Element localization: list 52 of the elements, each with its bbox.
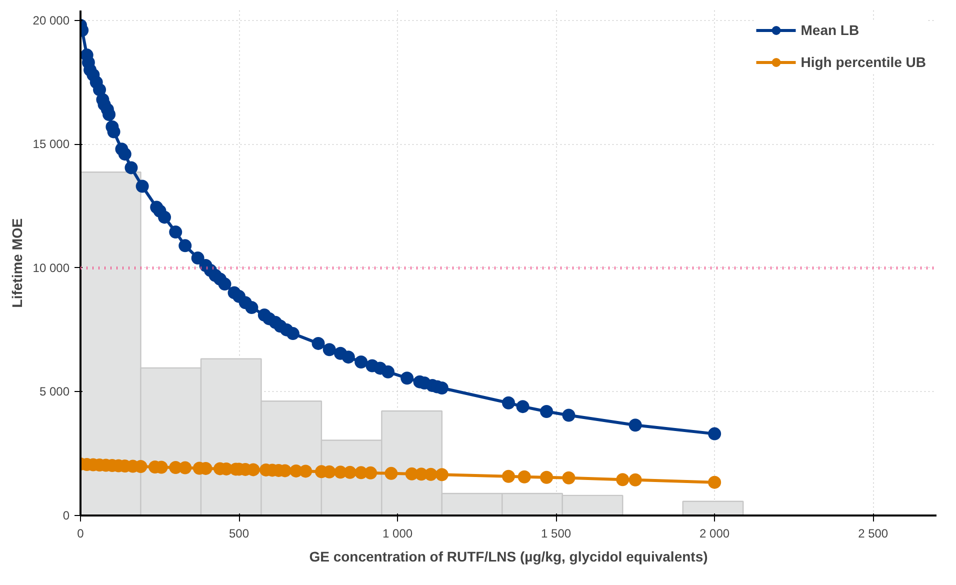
point — [502, 396, 515, 410]
point — [178, 461, 192, 474]
point — [424, 468, 438, 481]
point — [540, 405, 554, 418]
point — [93, 83, 106, 96]
point — [312, 336, 325, 350]
legend-label: High percentile UB — [800, 54, 926, 70]
y-tick-label: 20 000 — [32, 13, 70, 28]
point — [400, 372, 414, 385]
point — [502, 470, 515, 483]
y-tick-label: 0 — [62, 508, 70, 522]
x-axis-title: GE concentration of RUTF/LNS (µg/kg, glycidol equivalents) — [309, 548, 708, 564]
point — [562, 408, 576, 422]
point — [178, 239, 192, 252]
point — [435, 468, 448, 482]
point — [343, 466, 356, 479]
point — [708, 476, 722, 489]
point — [124, 161, 138, 174]
point — [708, 427, 722, 440]
x-tick-label: 2 000 — [700, 526, 730, 540]
point — [364, 466, 378, 480]
y-tick-label: 5 000 — [39, 384, 70, 399]
point — [628, 473, 642, 486]
point — [118, 148, 132, 161]
legend-label: Mean LB — [800, 22, 860, 38]
point — [342, 350, 355, 364]
point — [518, 470, 531, 484]
point — [299, 464, 312, 478]
x-tick-label: 2 500 — [858, 526, 888, 540]
point — [354, 356, 368, 369]
point — [169, 226, 182, 239]
point — [540, 470, 554, 484]
point — [191, 252, 204, 265]
point — [382, 365, 395, 378]
point — [384, 466, 398, 480]
x-tick-label: 500 — [229, 526, 250, 540]
point — [562, 471, 576, 484]
point — [628, 418, 642, 432]
point — [218, 278, 232, 291]
point — [286, 327, 300, 340]
point — [322, 343, 336, 356]
point — [245, 301, 258, 314]
point — [516, 400, 530, 414]
y-axis-title: Lifetime MOE — [8, 218, 25, 308]
x-tick-label: 1 000 — [382, 526, 413, 540]
point — [616, 473, 630, 486]
x-tick-label: 1 500 — [541, 526, 572, 540]
point — [136, 180, 149, 193]
y-tick-label: 15 000 — [32, 137, 70, 152]
y-tick-label: 10 000 — [32, 260, 70, 275]
point — [158, 210, 172, 224]
x-tick-label: 0 — [77, 526, 84, 540]
